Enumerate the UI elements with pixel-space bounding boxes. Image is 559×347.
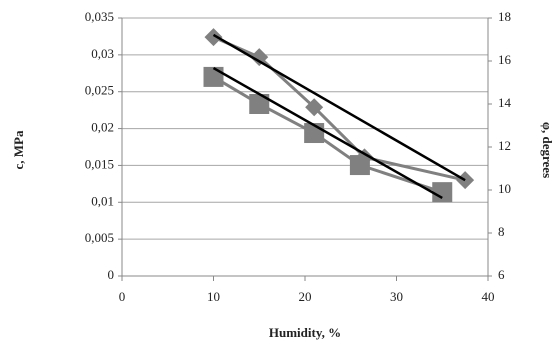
diamond-marker [250, 48, 269, 67]
x-tick-label: 20 [299, 289, 312, 304]
x-tick-label: 40 [482, 289, 495, 304]
x-axis-title: Humidity, % [269, 325, 341, 340]
y2-tick-label: 14 [498, 95, 512, 110]
x-tick-label: 10 [207, 289, 220, 304]
y2-tick-label: 16 [498, 52, 512, 67]
trend-line [212, 33, 466, 182]
y2-tick-label: 6 [498, 267, 505, 282]
y-tick-label: 0,01 [91, 193, 114, 208]
diamond-marker [305, 98, 324, 117]
y-tick-label: 0,02 [91, 120, 114, 135]
y2-tick-label: 18 [498, 9, 511, 24]
y-tick-label: 0,005 [85, 230, 114, 245]
y-tick-label: 0,015 [85, 156, 114, 171]
series-line [212, 75, 443, 194]
y-tick-label: 0 [108, 267, 115, 282]
y2-tick-label: 8 [498, 224, 505, 239]
square-marker [203, 66, 224, 87]
y-tick-label: 0,025 [85, 83, 114, 98]
square-marker [349, 155, 370, 176]
y-axis-title: c, MPa [11, 130, 26, 169]
y-tick-label: 0,035 [85, 9, 114, 24]
diamond-marker [204, 28, 223, 47]
trend-line [212, 67, 443, 200]
y2-tick-label: 10 [498, 181, 511, 196]
square-marker [249, 94, 270, 114]
square-marker [432, 182, 453, 203]
y-tick-label: 0,03 [91, 46, 114, 61]
y2-axis-title: φ, degrees [540, 122, 555, 178]
x-tick-label: 30 [390, 289, 403, 304]
x-tick-label: 0 [119, 289, 126, 304]
y2-tick-label: 12 [498, 138, 511, 153]
